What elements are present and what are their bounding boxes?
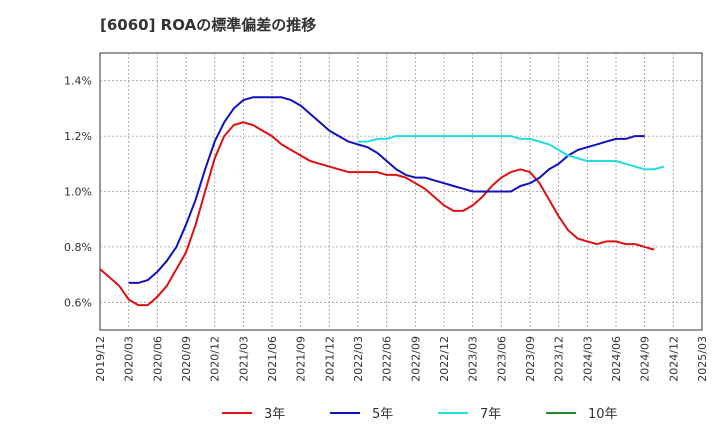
x-tick-label: 2023/09 (524, 336, 537, 382)
x-tick-label: 2024/03 (581, 336, 594, 382)
x-tick-label: 2024/12 (667, 336, 680, 382)
x-tick-label: 2020/06 (151, 336, 164, 382)
legend: 3年 5年 7年 10年 (222, 407, 618, 422)
y-tick-label: 1.0% (64, 186, 92, 199)
grid-layer (99, 52, 703, 331)
y-tick-label: 1.4% (64, 75, 92, 88)
x-tick-label: 2024/09 (639, 336, 652, 382)
legend-label: 10年 (588, 407, 618, 422)
y-tick-label: 1.2% (64, 130, 92, 143)
x-tick-label: 2023/06 (495, 336, 508, 382)
x-tick-label: 2023/12 (553, 336, 566, 382)
axis-layer: 2019/12 2020/03 2020/06 2020/09 2020/12 2021/… (64, 75, 709, 382)
legend-label: 3年 (264, 407, 285, 422)
x-tick-label: 2020/03 (123, 336, 136, 382)
x-tick-label: 2024/06 (610, 336, 623, 382)
x-tick-label: 2025/03 (696, 336, 709, 382)
legend-label: 7年 (480, 407, 501, 422)
x-tick-label: 2021/03 (237, 336, 250, 382)
x-tick-label: 2021/12 (323, 336, 336, 382)
series-line-7年 (358, 135, 665, 171)
x-tick-label: 2020/09 (180, 336, 193, 382)
y-tick-label: 0.8% (64, 241, 92, 254)
x-tick-label: 2022/12 (438, 336, 451, 382)
legend-label: 5年 (372, 407, 393, 422)
series-layer (99, 96, 665, 307)
x-tick-label: 2022/03 (352, 336, 365, 382)
series-line-3年 (99, 121, 655, 307)
x-tick-label: 2021/06 (266, 336, 279, 382)
x-tick-label: 2021/09 (295, 336, 308, 382)
x-tick-label: 2022/06 (381, 336, 394, 382)
x-tick-label: 2019/12 (94, 336, 107, 382)
series-line-5年 (128, 96, 645, 284)
x-tick-label: 2022/09 (409, 336, 422, 382)
x-tick-label: 2023/03 (467, 336, 480, 382)
x-tick-label: 2020/12 (209, 336, 222, 382)
y-tick-label: 0.6% (64, 296, 92, 309)
chart-title: [6060] ROAの標準偏差の推移 (100, 16, 317, 34)
